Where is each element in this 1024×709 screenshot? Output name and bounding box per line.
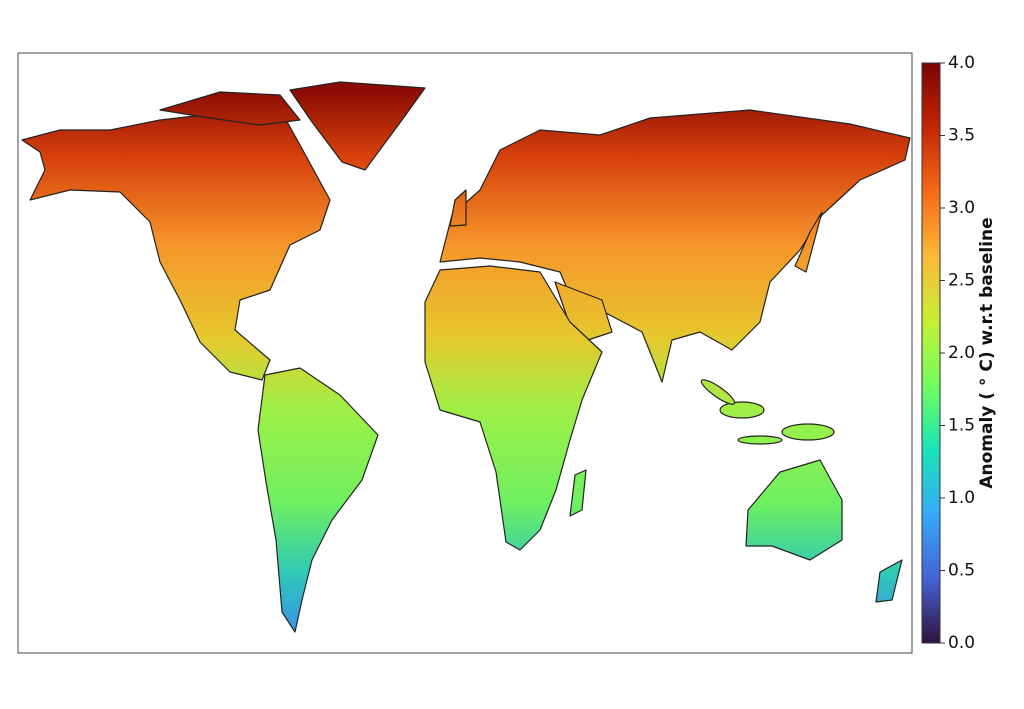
continents [21,81,911,633]
greenland [289,81,426,171]
madagascar [569,469,587,517]
colorbar-tick-label: 1.5 [948,416,975,436]
colorbar-tick-label: 3.0 [948,198,975,218]
africa [424,265,603,551]
java [737,435,783,445]
colorbar-tick-label: 1.0 [948,488,975,508]
japan [794,211,823,273]
colorbar-tick-label: 2.5 [948,271,975,291]
new-zealand [875,559,903,603]
colorbar-tick-label: 2.0 [948,343,975,363]
sumatra [700,379,736,405]
arctic-islands [159,91,301,126]
colorbar [921,62,941,644]
colorbar-tick-label: 0.0 [948,633,975,653]
arabia [554,281,613,343]
colorbar-tick-label: 4.0 [948,53,975,73]
colorbar-label: Anomaly ( ° C) w.r.t baseline [977,217,997,488]
south-america [257,367,379,633]
british-isles [449,189,467,227]
australia [745,459,843,561]
colorbar-tick-label: 0.5 [948,561,975,581]
new-guinea [781,423,835,441]
borneo [719,401,765,419]
colorbar-tick-label: 3.5 [948,126,975,146]
